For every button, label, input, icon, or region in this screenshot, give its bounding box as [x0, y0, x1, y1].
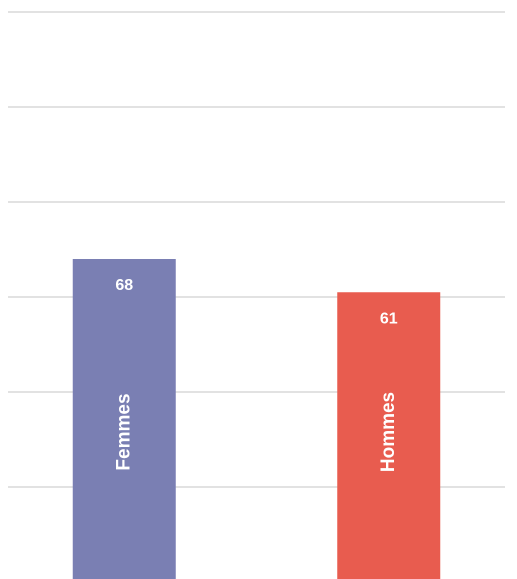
category-label: Femmes	[113, 393, 134, 470]
bar	[72, 259, 176, 579]
value-label: 68	[115, 277, 133, 294]
value-label: 61	[380, 310, 398, 327]
bar	[337, 292, 441, 579]
category-label: Hommes	[378, 392, 399, 472]
